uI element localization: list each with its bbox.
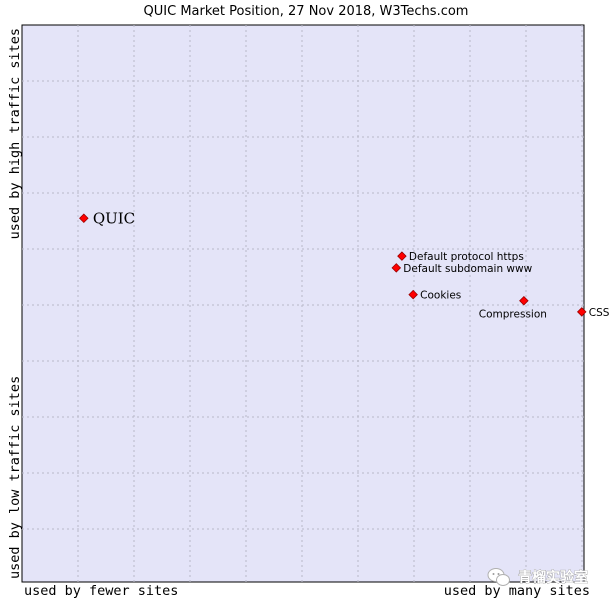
plot-area bbox=[21, 24, 585, 583]
label-css: CSS bbox=[589, 307, 610, 319]
watermark-text: 青榴实验室 bbox=[518, 569, 588, 586]
point-default-protocol-https bbox=[397, 251, 407, 261]
label-default-protocol-https: Default protocol https bbox=[409, 251, 524, 263]
point-default-subdomain-www bbox=[391, 263, 402, 273]
xlabel-left: used by fewer sites bbox=[24, 583, 178, 599]
ylabel-bottom: used by low traffic sites bbox=[7, 376, 23, 579]
watermark: 青榴实验室 bbox=[487, 568, 588, 586]
point-quic bbox=[79, 213, 89, 224]
point-cookies bbox=[408, 289, 418, 300]
label-default-subdomain-www: Default subdomain www bbox=[403, 263, 532, 275]
ylabel-top: used by high traffic sites bbox=[7, 28, 23, 239]
label-compression: Compression bbox=[479, 309, 547, 321]
xlabel-right: used by many sites bbox=[444, 583, 590, 599]
chart-title: QUIC Market Position, 27 Nov 2018, W3Tec… bbox=[144, 4, 469, 19]
wechat-icon bbox=[487, 568, 510, 586]
grid-lines bbox=[22, 25, 584, 582]
point-css bbox=[576, 307, 587, 317]
label-cookies: Cookies bbox=[420, 290, 461, 302]
point-compression bbox=[519, 295, 529, 306]
label-quic: QUIC bbox=[93, 209, 135, 227]
